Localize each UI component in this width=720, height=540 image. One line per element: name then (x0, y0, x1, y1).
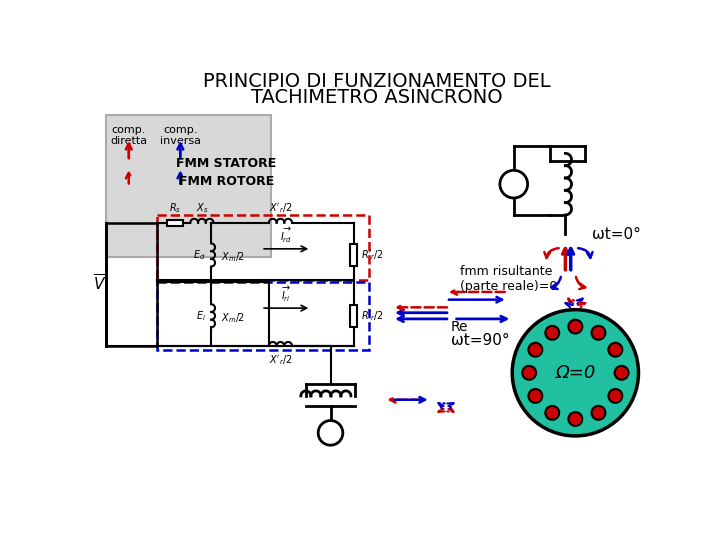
Text: fmm risultante
(parte reale)=0: fmm risultante (parte reale)=0 (460, 265, 557, 293)
FancyBboxPatch shape (106, 115, 271, 257)
Text: $R_s$: $R_s$ (169, 201, 181, 215)
Text: FMM STATORE: FMM STATORE (176, 157, 276, 170)
Circle shape (512, 309, 639, 436)
Text: ωt=90°: ωt=90° (451, 333, 509, 348)
Circle shape (522, 366, 536, 380)
Text: Re: Re (451, 320, 468, 334)
Circle shape (528, 343, 542, 356)
Circle shape (592, 406, 606, 420)
Bar (350, 244, 357, 266)
Text: $X_m/2$: $X_m/2$ (221, 311, 246, 325)
Circle shape (500, 170, 528, 198)
Circle shape (608, 343, 622, 356)
Text: $\overrightarrow{I_{rd}}$: $\overrightarrow{I_{rd}}$ (280, 226, 292, 245)
Circle shape (615, 366, 629, 380)
Text: comp.
inversa: comp. inversa (160, 125, 201, 146)
Text: FMM ROTORE: FMM ROTORE (179, 176, 274, 188)
Text: ~: ~ (505, 174, 522, 194)
Circle shape (568, 412, 582, 426)
Text: $R'_r/2$: $R'_r/2$ (361, 248, 384, 262)
Bar (350, 305, 357, 327)
Text: $E_d$: $E_d$ (193, 248, 206, 262)
Text: $\overline{V}$: $\overline{V}$ (93, 274, 106, 294)
Text: $X_s$: $X_s$ (196, 201, 208, 215)
Text: Ω=0: Ω=0 (555, 364, 595, 382)
Text: TACHIMETRO ASINCRONO: TACHIMETRO ASINCRONO (251, 87, 503, 106)
Text: comp.
diretta: comp. diretta (110, 125, 148, 146)
Text: $X'_r/2$: $X'_r/2$ (269, 201, 292, 215)
Text: ωt=0°: ωt=0° (593, 227, 642, 242)
Circle shape (568, 320, 582, 334)
Text: $X'_r/2$: $X'_r/2$ (269, 354, 292, 367)
Text: $R'_r/2$: $R'_r/2$ (361, 309, 384, 323)
Text: $X_m/2$: $X_m/2$ (221, 251, 246, 264)
Circle shape (592, 326, 606, 340)
Circle shape (545, 406, 559, 420)
Circle shape (318, 421, 343, 445)
Text: V: V (324, 424, 337, 442)
Circle shape (528, 389, 542, 403)
Text: $E_i$: $E_i$ (196, 309, 206, 323)
Circle shape (608, 389, 622, 403)
Bar (167, 220, 183, 226)
Circle shape (545, 326, 559, 340)
Text: $\overrightarrow{I_{ri}}$: $\overrightarrow{I_{ri}}$ (281, 285, 291, 304)
Text: PRINCIPIO DI FUNZIONAMENTO DEL: PRINCIPIO DI FUNZIONAMENTO DEL (203, 72, 551, 91)
